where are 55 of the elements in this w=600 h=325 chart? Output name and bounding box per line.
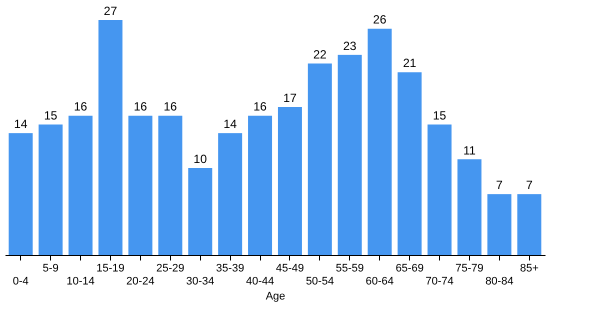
x-tick-label: 45-49 bbox=[276, 262, 304, 274]
bar bbox=[158, 116, 182, 255]
bar bbox=[338, 54, 362, 255]
data-label: 23 bbox=[343, 38, 357, 53]
x-axis-title: Age bbox=[266, 290, 286, 302]
data-label: 11 bbox=[463, 143, 476, 158]
x-tick-label: 80-84 bbox=[485, 276, 514, 288]
x-tick-label: 55-59 bbox=[336, 262, 364, 274]
x-tick-label: 5-9 bbox=[42, 262, 59, 274]
bar bbox=[368, 28, 392, 255]
x-tick-label: 25-29 bbox=[156, 262, 184, 274]
data-label: 22 bbox=[313, 48, 327, 62]
bar bbox=[278, 107, 302, 255]
data-label: 21 bbox=[402, 56, 417, 70]
x-tick-label: 75-79 bbox=[455, 262, 484, 274]
x-tick-label: 0-4 bbox=[12, 276, 29, 288]
data-label: 14 bbox=[223, 117, 238, 132]
data-label: 27 bbox=[104, 4, 118, 18]
x-tick-label: 30-34 bbox=[186, 276, 214, 288]
data-label: 17 bbox=[283, 91, 297, 106]
bar bbox=[398, 72, 422, 255]
x-tick-label: 15-19 bbox=[96, 262, 125, 274]
bar bbox=[487, 194, 512, 255]
bar bbox=[248, 116, 272, 255]
data-label: 10 bbox=[194, 152, 208, 166]
x-tick-label: 85+ bbox=[520, 262, 539, 274]
x-tick-label: 40-44 bbox=[246, 276, 274, 288]
data-label: 26 bbox=[373, 12, 387, 27]
data-label: 16 bbox=[134, 100, 148, 114]
data-label: 7 bbox=[526, 178, 533, 192]
bar bbox=[218, 133, 242, 255]
bar bbox=[8, 133, 33, 255]
x-tick-label: 35-39 bbox=[216, 262, 244, 274]
bar bbox=[457, 159, 482, 255]
x-tick-label: 65-69 bbox=[396, 262, 424, 274]
bar bbox=[428, 124, 452, 255]
bar bbox=[128, 116, 152, 255]
data-label: 16 bbox=[253, 100, 268, 114]
bar bbox=[68, 116, 93, 255]
bar bbox=[517, 194, 542, 255]
data-label: 15 bbox=[44, 108, 58, 122]
bar bbox=[188, 168, 212, 255]
data-label: 15 bbox=[432, 108, 447, 122]
data-label: 16 bbox=[74, 100, 88, 114]
x-tick-label: 10-14 bbox=[66, 276, 95, 288]
x-tick-label: 70-74 bbox=[425, 276, 454, 288]
bar bbox=[38, 124, 63, 255]
data-label: 7 bbox=[496, 178, 504, 192]
x-tick-label: 60-64 bbox=[366, 276, 394, 288]
x-tick-label: 50-54 bbox=[306, 276, 334, 288]
data-label: 14 bbox=[14, 117, 28, 132]
data-label: 16 bbox=[164, 100, 178, 114]
x-tick-label: 20-24 bbox=[126, 276, 154, 288]
bar bbox=[98, 20, 122, 255]
bar bbox=[308, 64, 332, 255]
